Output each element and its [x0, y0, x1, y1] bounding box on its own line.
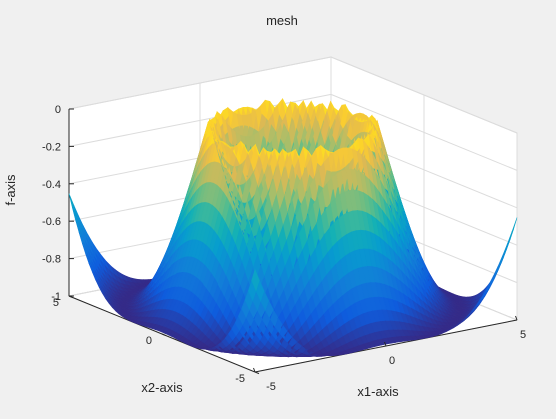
- x-tick-mark: [515, 315, 518, 321]
- x-tick-label: 0: [389, 355, 395, 367]
- z-tick-label: -0.2: [42, 141, 61, 153]
- y-tick-mark: [254, 371, 260, 375]
- x-axis-label: x1-axis: [357, 384, 399, 399]
- y-axis-label: x2-axis: [141, 380, 183, 395]
- surface-patch: [508, 217, 518, 242]
- y-tick-mark: [68, 295, 74, 299]
- tick-labels: 0 -0.2 -0.4 -0.6 -0.8 -1 -5 0 5 -5 0 5: [42, 104, 526, 393]
- x-tick-mark: [253, 367, 256, 373]
- z-tick-label: -0.6: [42, 216, 61, 228]
- y-tick-label: -5: [235, 373, 245, 385]
- z-tick-label: -0.8: [42, 254, 61, 266]
- z-axis-label: f-axis: [3, 174, 18, 206]
- z-tick-label: -0.4: [42, 179, 61, 191]
- z-tick-label: 0: [55, 104, 61, 116]
- z-tick-label: -1: [51, 291, 61, 303]
- y-tick-label: 5: [53, 297, 59, 309]
- y-tick-mark: [161, 333, 167, 337]
- x-tick-label: -5: [266, 381, 276, 393]
- x-tick-mark: [384, 341, 387, 347]
- y-tick-label: 0: [146, 335, 152, 347]
- chart-title: mesh: [266, 13, 298, 28]
- x-tick-label: 5: [520, 329, 526, 341]
- surface-plot: [68, 98, 518, 358]
